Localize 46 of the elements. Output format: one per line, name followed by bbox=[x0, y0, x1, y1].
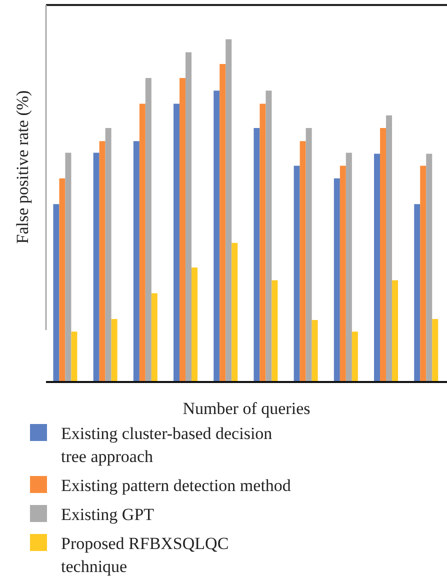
bar bbox=[174, 104, 180, 382]
bar bbox=[93, 152, 100, 382]
bar bbox=[346, 152, 352, 382]
bar bbox=[254, 128, 260, 382]
bar bbox=[432, 318, 438, 382]
bar bbox=[306, 128, 312, 382]
bar bbox=[420, 166, 426, 382]
bar bbox=[186, 52, 192, 382]
x-axis-title: Number of queries bbox=[182, 399, 310, 418]
bar bbox=[392, 280, 398, 382]
bar bbox=[300, 141, 306, 382]
bar bbox=[111, 318, 118, 382]
bar bbox=[352, 332, 358, 382]
bar bbox=[334, 178, 340, 382]
bar bbox=[192, 268, 198, 382]
bar bbox=[99, 141, 106, 382]
bar bbox=[294, 166, 300, 382]
bar bbox=[272, 280, 278, 382]
bar bbox=[374, 154, 380, 382]
bar bbox=[260, 104, 266, 382]
bar bbox=[386, 115, 392, 382]
legend-label: Proposed RFBXSQLQC technique bbox=[61, 533, 230, 578]
bar bbox=[151, 293, 158, 382]
y-axis-title: False positive rate (%) bbox=[12, 90, 32, 244]
bar bbox=[71, 332, 78, 382]
legend-label: Existing GPT bbox=[61, 504, 156, 526]
bar bbox=[380, 128, 386, 382]
bar bbox=[340, 166, 346, 382]
bar bbox=[214, 90, 220, 382]
bar bbox=[414, 204, 420, 382]
bar bbox=[139, 104, 146, 382]
legend-label: Existing pattern detection method bbox=[61, 475, 292, 497]
bar bbox=[220, 64, 226, 382]
bar bbox=[180, 78, 186, 382]
bar bbox=[312, 320, 318, 382]
bar bbox=[53, 204, 60, 382]
bar bbox=[426, 154, 432, 382]
bar bbox=[145, 78, 152, 382]
legend-label: Existing cluster-based decision tree approach bbox=[61, 423, 274, 468]
bar bbox=[65, 152, 72, 382]
bar bbox=[133, 141, 140, 382]
bar bbox=[105, 128, 112, 382]
bar bbox=[226, 39, 232, 382]
bar bbox=[59, 178, 66, 382]
bar bbox=[232, 242, 238, 382]
bar bbox=[266, 90, 272, 382]
